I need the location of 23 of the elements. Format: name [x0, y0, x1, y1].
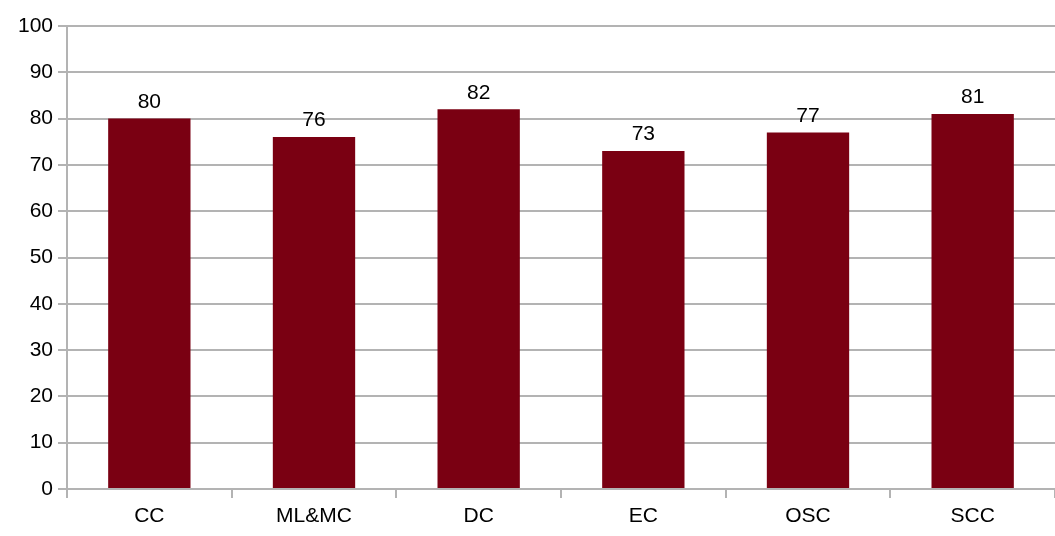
data-label: 82: [466, 79, 491, 103]
y-tick-label: 100: [17, 12, 53, 36]
data-label: 81: [960, 84, 985, 108]
x-tick-label: OSC: [785, 503, 831, 527]
y-tick-label: 60: [29, 198, 53, 221]
y-tick-label: 40: [29, 290, 53, 314]
data-label: 80: [137, 88, 162, 112]
y-tick-label: 50: [29, 244, 53, 268]
data-label: 73: [631, 121, 656, 145]
x-tick-label: SCC: [950, 503, 995, 527]
y-tick-label: 0: [41, 475, 53, 499]
x-tick-label: EC: [628, 503, 658, 527]
data-label: 76: [302, 107, 326, 131]
y-tick-label: 20: [29, 383, 53, 407]
x-tick-label: CC: [134, 503, 165, 527]
y-tick-label: 90: [29, 59, 53, 83]
y-tick-label: 10: [29, 429, 53, 453]
x-tick-label: ML&MC: [276, 503, 352, 527]
data-label: 77: [796, 102, 820, 126]
y-tick-label: 30: [29, 336, 53, 360]
y-tick-label: 80: [29, 105, 53, 129]
y-tick-label: 70: [29, 151, 53, 175]
x-tick-label: DC: [463, 503, 494, 527]
